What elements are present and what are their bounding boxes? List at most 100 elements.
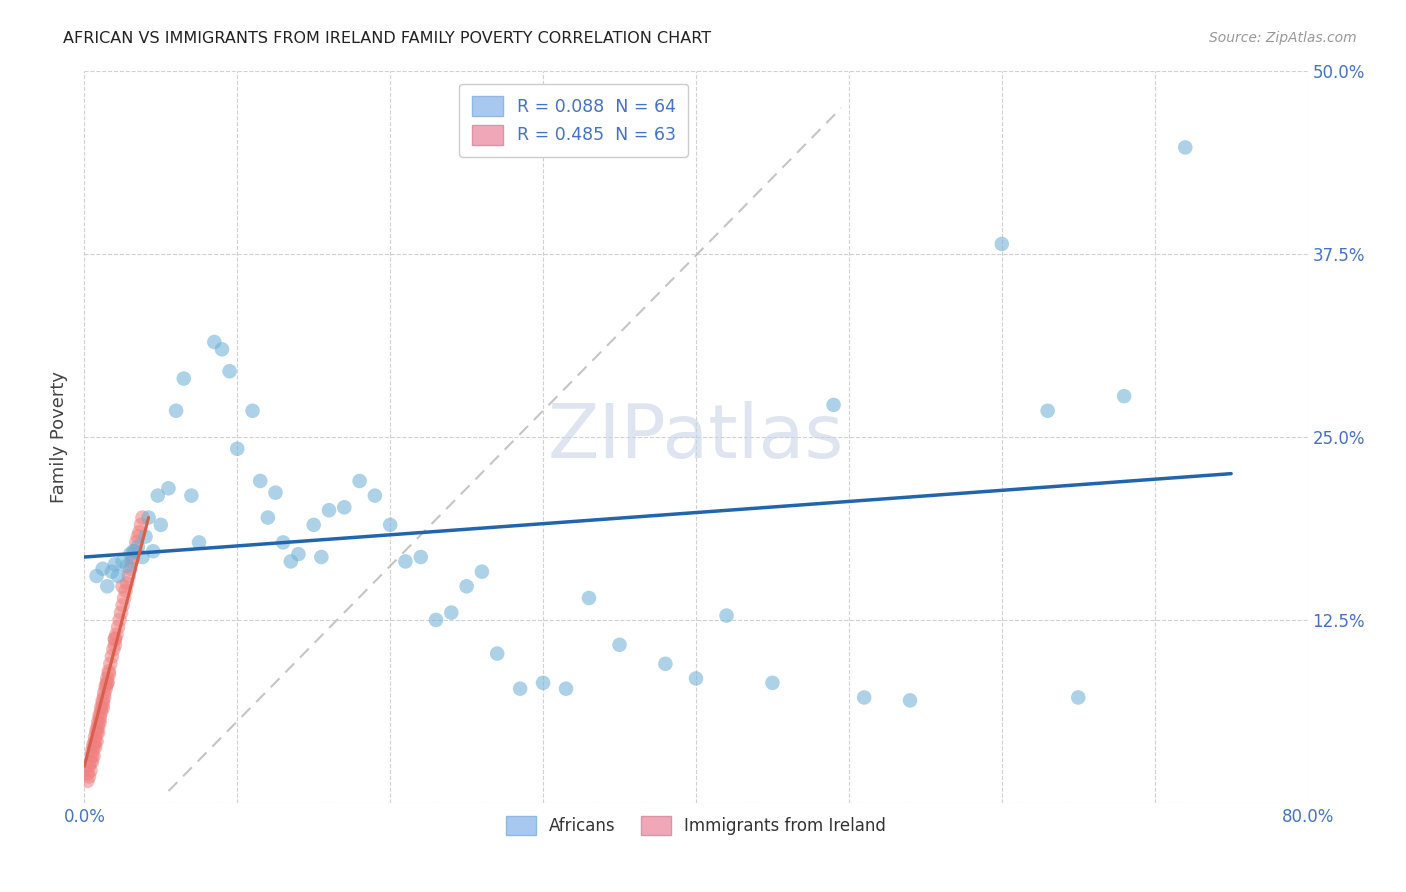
Point (165, 403, 187, 417)
Point (83, 749, 105, 764)
Point (129, 517, 152, 532)
Point (84, 730, 107, 744)
Point (86, 723, 108, 737)
Point (80, 745, 103, 759)
Point (122, 544, 145, 558)
Point (531, 676, 554, 690)
Point (89, 708, 111, 723)
Point (271, 535, 294, 549)
Text: Source: ZipAtlas.com: Source: ZipAtlas.com (1209, 31, 1357, 45)
Point (101, 565, 124, 579)
Point (302, 517, 325, 532)
Point (120, 562, 142, 576)
Point (97, 667, 120, 681)
Point (87, 725, 110, 739)
Point (1174, 140, 1197, 154)
Point (142, 544, 165, 558)
Point (146, 489, 169, 503)
Point (80, 749, 103, 764)
Point (76, 766, 98, 780)
Point (97, 664, 120, 678)
Point (149, 517, 172, 532)
Point (84, 734, 107, 748)
Point (105, 627, 128, 641)
Point (509, 681, 531, 696)
Point (103, 642, 125, 657)
Point (77, 759, 100, 773)
Point (93, 690, 115, 705)
Point (118, 569, 141, 583)
Point (135, 530, 157, 544)
Point (131, 549, 153, 564)
Point (125, 535, 148, 549)
Point (287, 547, 309, 561)
Point (90, 700, 112, 714)
Point (349, 474, 371, 488)
Point (823, 398, 845, 412)
Point (86, 725, 108, 739)
Point (79, 764, 101, 778)
Point (249, 474, 271, 488)
Point (242, 403, 264, 417)
Point (108, 613, 131, 627)
Point (114, 583, 136, 598)
Point (84, 740, 107, 755)
Point (364, 489, 387, 503)
Y-axis label: Family Poverty: Family Poverty (51, 371, 69, 503)
Point (280, 554, 302, 568)
Point (115, 558, 138, 573)
Point (96, 579, 118, 593)
Point (1114, 389, 1136, 403)
Point (112, 591, 135, 605)
Text: AFRICAN VS IMMIGRANTS FROM IRELAND FAMILY POVERTY CORRELATION CHART: AFRICAN VS IMMIGRANTS FROM IRELAND FAMIL… (63, 31, 711, 46)
Point (93, 686, 115, 700)
Point (898, 693, 921, 707)
Point (991, 237, 1014, 252)
Point (578, 591, 600, 605)
Point (111, 599, 134, 613)
Point (394, 554, 416, 568)
Point (318, 503, 340, 517)
Point (96, 672, 118, 686)
Point (380, 517, 402, 532)
Point (425, 613, 447, 627)
Point (257, 510, 280, 524)
Point (138, 510, 160, 524)
Point (86, 734, 108, 748)
Point (120, 547, 142, 561)
Point (111, 554, 134, 568)
Point (86, 569, 108, 583)
Point (654, 657, 676, 671)
Point (76, 773, 98, 788)
Legend: Africans, Immigrants from Ireland: Africans, Immigrants from Ireland (499, 809, 893, 842)
Point (128, 525, 150, 540)
Point (96, 676, 118, 690)
Point (89, 715, 111, 730)
Point (90, 705, 112, 719)
Point (98, 657, 121, 671)
Point (115, 576, 138, 591)
Point (685, 672, 707, 686)
Point (79, 755, 101, 769)
Point (311, 549, 333, 564)
Point (80, 755, 103, 769)
Point (173, 371, 195, 385)
Point (202, 334, 225, 349)
Point (104, 558, 127, 572)
Text: ZIPatlas: ZIPatlas (548, 401, 844, 474)
Point (124, 544, 146, 558)
Point (218, 364, 240, 378)
Point (91, 696, 114, 710)
Point (264, 485, 287, 500)
Point (761, 676, 783, 690)
Point (121, 554, 143, 568)
Point (91, 562, 114, 576)
Point (486, 647, 509, 661)
Point (409, 549, 432, 564)
Point (1036, 403, 1059, 417)
Point (107, 620, 129, 634)
Point (127, 540, 149, 554)
Point (1067, 690, 1090, 705)
Point (853, 690, 876, 705)
Point (211, 343, 233, 357)
